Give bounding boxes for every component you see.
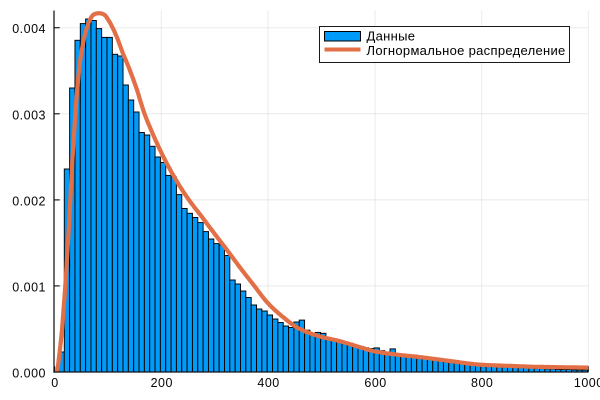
svg-text:0.000: 0.000 <box>12 367 46 381</box>
svg-text:0: 0 <box>51 376 58 390</box>
svg-text:1000: 1000 <box>574 376 600 390</box>
svg-text:400: 400 <box>257 376 279 390</box>
svg-text:0.004: 0.004 <box>12 22 46 36</box>
svg-text:0.001: 0.001 <box>12 280 46 294</box>
svg-text:200: 200 <box>151 376 173 390</box>
svg-text:Логнормальное распределение: Логнормальное распределение <box>367 43 566 58</box>
svg-text:600: 600 <box>364 376 386 390</box>
svg-text:Данные: Данные <box>367 29 416 44</box>
svg-text:0.002: 0.002 <box>12 194 46 208</box>
svg-text:800: 800 <box>471 376 493 390</box>
svg-text:0.003: 0.003 <box>12 108 46 122</box>
